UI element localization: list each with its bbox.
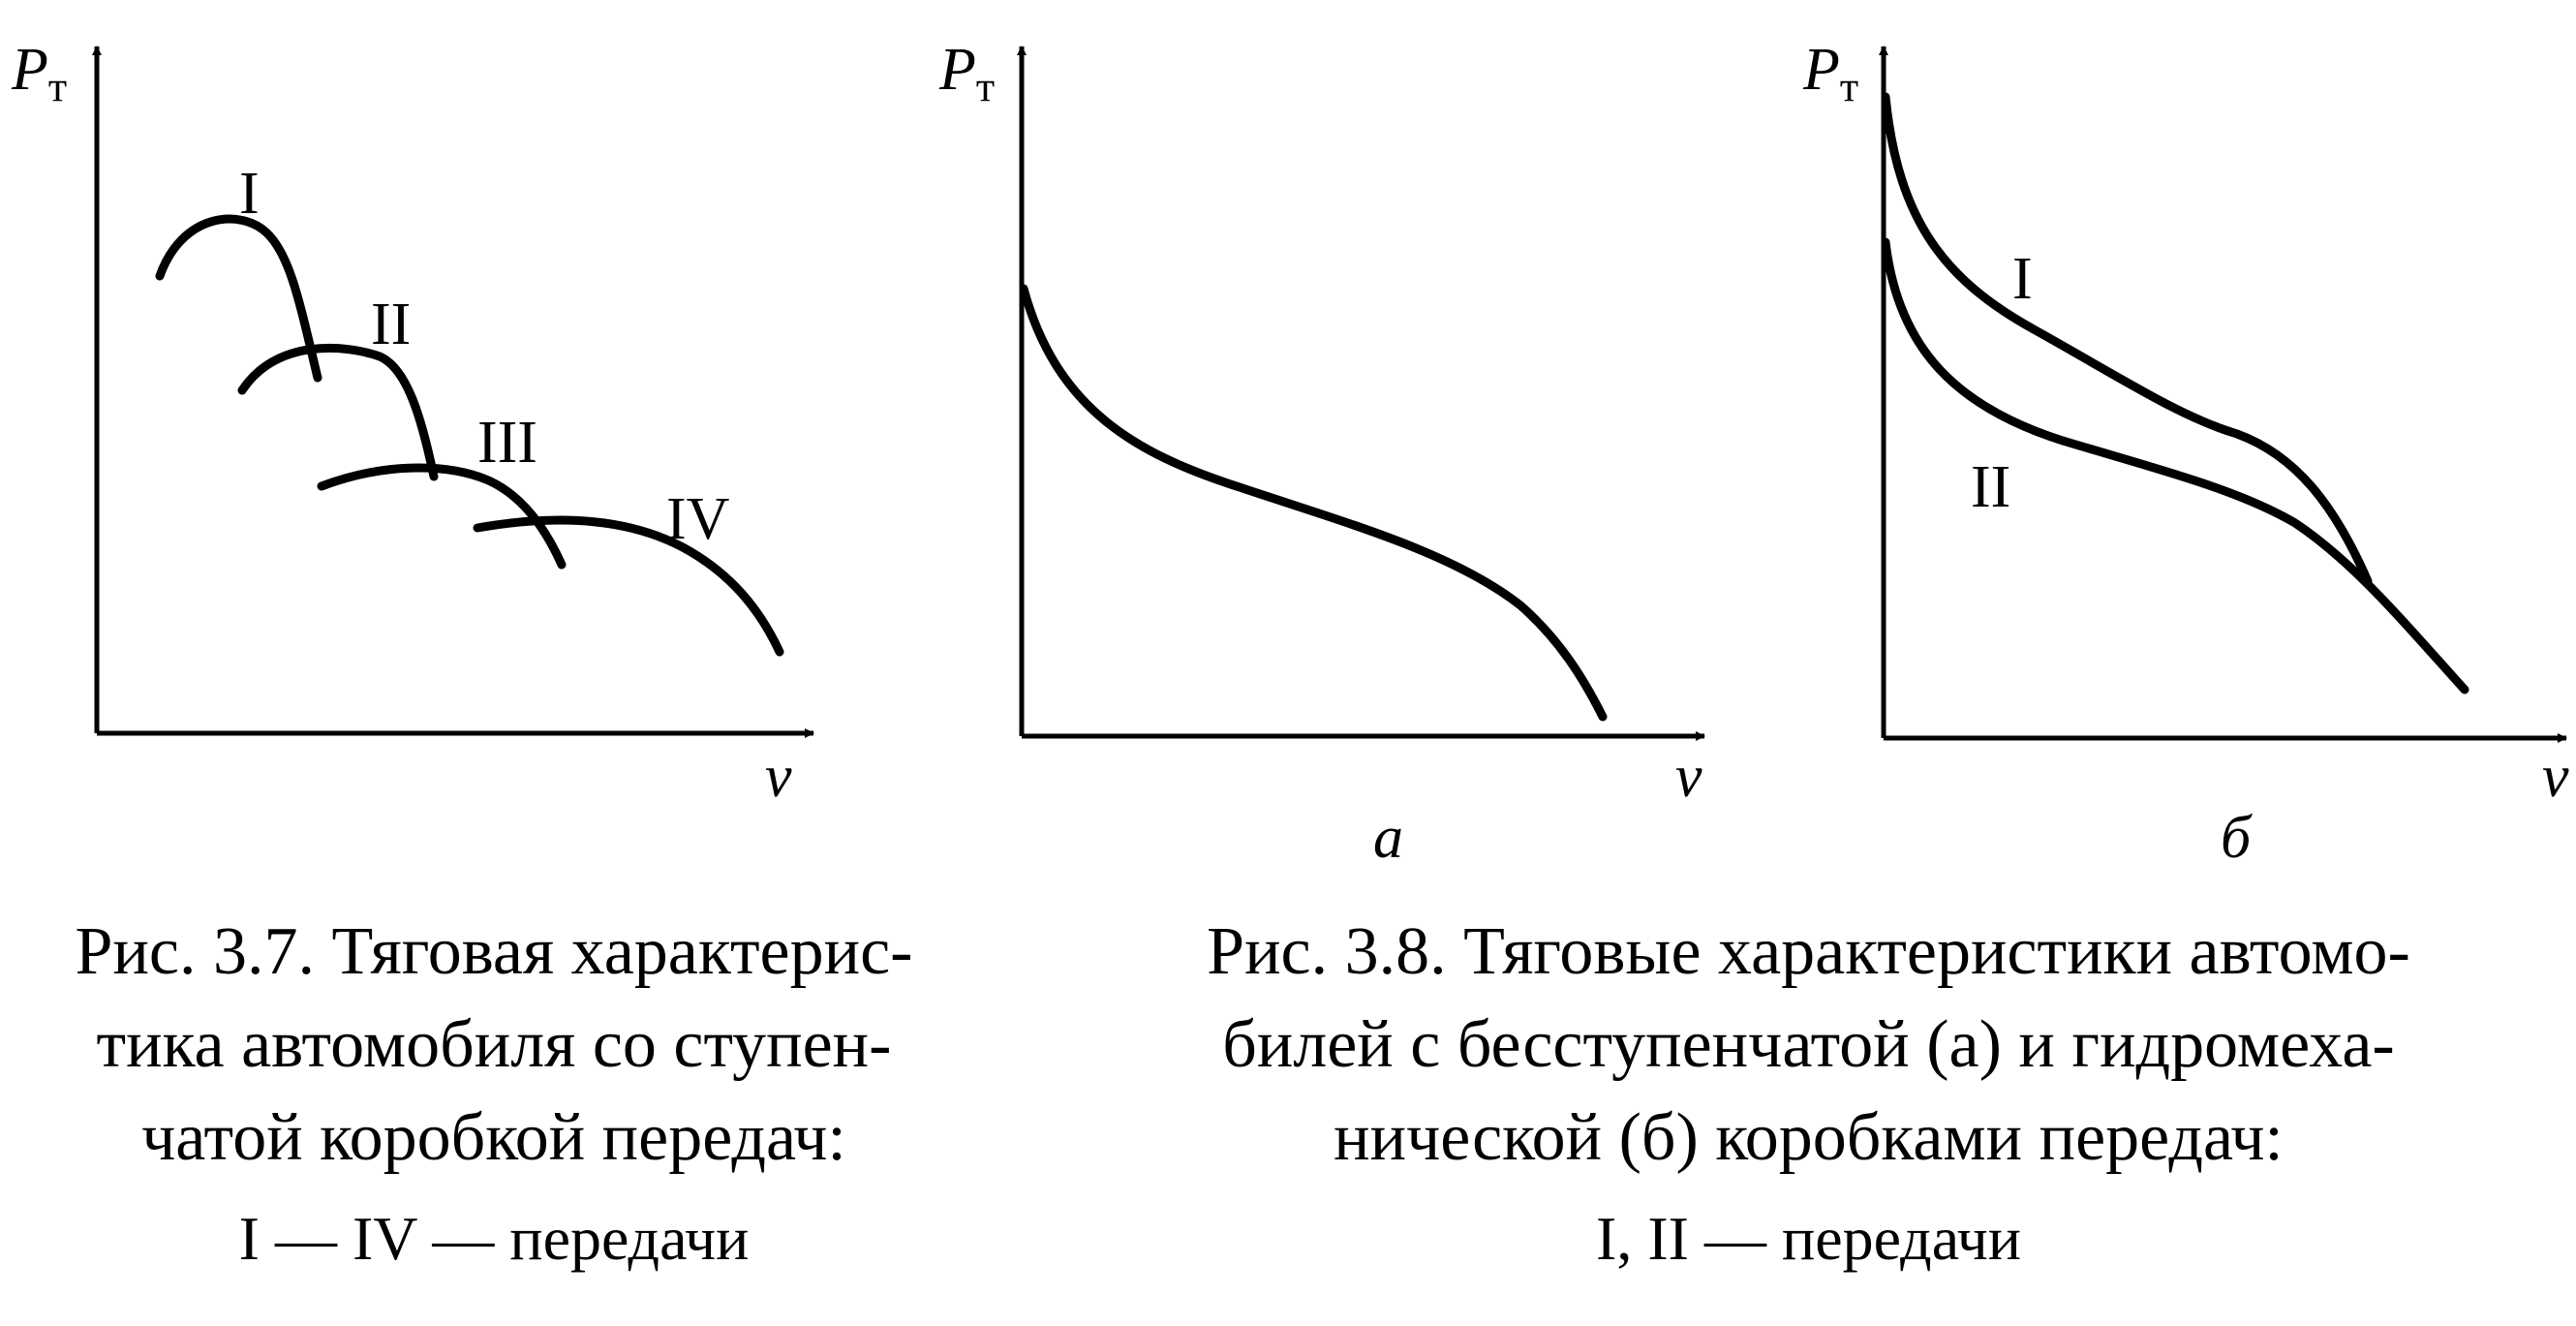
caption-line: тика автомобиля со ступен-	[96, 1007, 892, 1082]
fig37-label-gear-1: I	[239, 161, 260, 227]
fig38a-panel-label: а	[1373, 805, 1403, 871]
fig37-curve-gear-4	[473, 515, 784, 657]
figure-3-8-caption: Рис. 3.8. Тяговые характеристики автомо-…	[1041, 906, 2576, 1285]
caption-line: Рис. 3.7. Тяговая характерис-	[75, 914, 913, 989]
fig37-label-gear-2: II	[371, 292, 411, 357]
fig38a-curve	[1019, 284, 1608, 722]
figure-3-8a: Pт v а	[938, 37, 1705, 871]
caption-line: Рис. 3.8. Тяговые характеристики автомо-	[1207, 914, 2410, 989]
caption-line: чатой коробкой передач:	[141, 1100, 846, 1175]
figure-3-8b: Pт v I II б	[1802, 37, 2569, 871]
fig37-curve-gear-2	[237, 343, 439, 481]
fig38b-y-axis-label: Pт	[1802, 37, 1858, 110]
figure-3-7-legend: I — IV — передачи	[238, 1204, 750, 1273]
fig38b-curve-gear-1	[1881, 92, 2373, 586]
caption-line: нической (б) коробками передач:	[1334, 1100, 2284, 1175]
fig37-label-gear-4: IV	[666, 486, 730, 552]
fig37-curve-gear-1	[155, 214, 322, 383]
figure-3-8-legend: I, II — передачи	[1596, 1204, 2021, 1273]
fig37-label-gear-3: III	[477, 410, 537, 476]
fig38b-label-gear-2: II	[1971, 454, 2010, 520]
figure-3-7-caption: Рис. 3.7. Тяговая характерис- тика автом…	[0, 906, 988, 1285]
fig37-y-axis-label: Pт	[11, 37, 67, 110]
caption-line: билей с бесступенчатой (а) и гидромеха-	[1222, 1007, 2395, 1082]
figure-3-7: Pт v I II III IV	[11, 37, 814, 810]
fig38b-x-axis-label: v	[2542, 744, 2569, 810]
fig37-x-axis-label: v	[765, 744, 792, 810]
fig37-curve-gear-3	[317, 463, 567, 570]
fig38a-x-axis-label: v	[1675, 744, 1702, 810]
fig38b-label-gear-1: I	[2012, 246, 2033, 312]
fig38b-curve-gear-2	[1881, 237, 2469, 694]
diagram-canvas: Pт v I II III IV Pт v а Pт v I II б	[11, 37, 2569, 871]
fig38b-panel-label: б	[2221, 805, 2253, 871]
fig38a-y-axis-label: Pт	[938, 37, 995, 110]
